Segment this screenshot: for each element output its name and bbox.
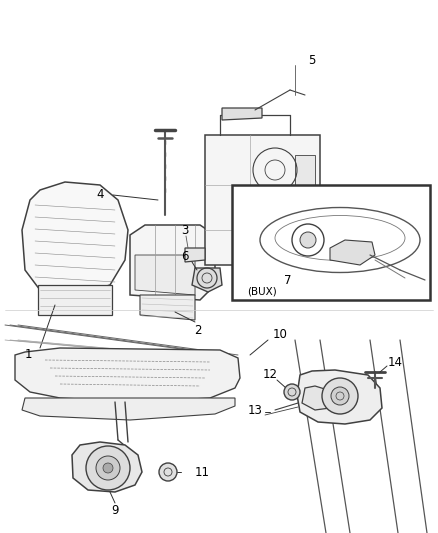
Text: 6: 6 xyxy=(181,251,189,263)
Polygon shape xyxy=(22,182,128,295)
Polygon shape xyxy=(135,255,195,295)
Polygon shape xyxy=(15,348,240,402)
Polygon shape xyxy=(302,386,330,410)
Text: 14: 14 xyxy=(388,356,403,368)
Circle shape xyxy=(86,446,130,490)
Circle shape xyxy=(96,456,120,480)
Polygon shape xyxy=(38,285,112,315)
Circle shape xyxy=(159,463,177,481)
Text: 3: 3 xyxy=(181,223,189,237)
Circle shape xyxy=(300,232,316,248)
Text: (BUX): (BUX) xyxy=(247,287,277,297)
Text: 7: 7 xyxy=(284,273,292,287)
Polygon shape xyxy=(222,108,262,120)
Text: 2: 2 xyxy=(194,324,202,336)
Polygon shape xyxy=(330,240,375,265)
Polygon shape xyxy=(185,248,205,262)
Polygon shape xyxy=(205,135,320,265)
Polygon shape xyxy=(22,398,235,420)
Circle shape xyxy=(284,384,300,400)
Circle shape xyxy=(331,387,349,405)
Bar xyxy=(232,185,430,300)
Text: 10: 10 xyxy=(272,328,287,342)
Text: 12: 12 xyxy=(262,368,278,382)
Polygon shape xyxy=(130,225,215,300)
Text: 5: 5 xyxy=(308,53,316,67)
Circle shape xyxy=(103,463,113,473)
Text: 11: 11 xyxy=(195,465,210,479)
Polygon shape xyxy=(297,370,382,424)
Text: 1: 1 xyxy=(24,349,32,361)
Text: 4: 4 xyxy=(96,189,104,201)
Text: 9: 9 xyxy=(111,504,119,516)
Polygon shape xyxy=(140,295,195,320)
Polygon shape xyxy=(72,442,142,492)
Circle shape xyxy=(322,378,358,414)
Polygon shape xyxy=(295,155,315,185)
Polygon shape xyxy=(192,268,222,292)
Text: 13: 13 xyxy=(247,403,262,416)
